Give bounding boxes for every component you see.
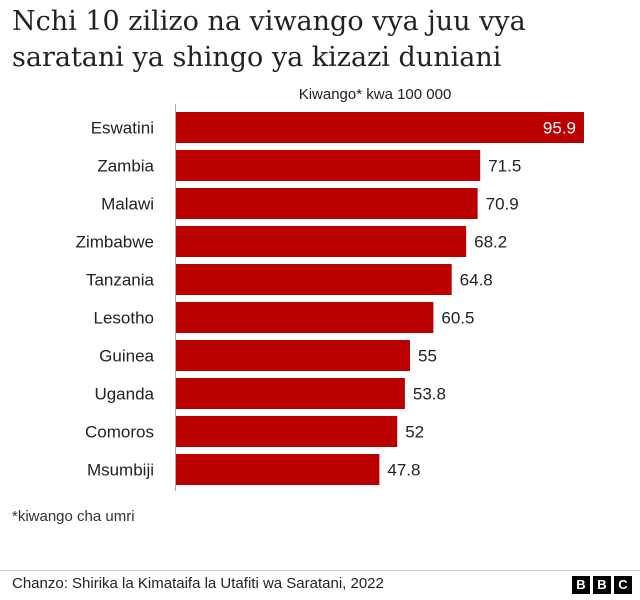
category-label: Comoros <box>85 423 154 442</box>
bbc-logo-c: C <box>614 576 632 594</box>
category-label: Eswatini <box>91 119 154 138</box>
bbc-logo-b2: B <box>593 576 611 594</box>
value-label: 64.8 <box>460 271 493 290</box>
category-label: Lesotho <box>94 309 155 328</box>
value-label: 60.5 <box>441 309 474 328</box>
footnote: *kiwango cha umri <box>12 508 135 525</box>
bbc-logo: B B C <box>572 576 632 594</box>
source-text: Chanzo: Shirika la Kimataifa la Utafiti … <box>12 575 384 592</box>
bar <box>176 302 434 333</box>
chart-subtitle: Kiwango* kwa 100 000 <box>298 86 452 103</box>
bar <box>176 378 405 409</box>
category-label: Zambia <box>97 157 154 176</box>
category-label: Guinea <box>99 347 154 366</box>
bar <box>176 150 481 181</box>
value-label: 68.2 <box>474 233 507 252</box>
category-label: Zimbabwe <box>76 233 154 252</box>
bar <box>176 112 584 143</box>
bar <box>176 454 380 485</box>
category-label: Tanzania <box>86 271 155 290</box>
category-label: Malawi <box>101 195 154 214</box>
value-label: 71.5 <box>488 157 521 176</box>
bbc-logo-b1: B <box>572 576 590 594</box>
value-label: 70.9 <box>486 195 519 214</box>
bar-chart: Eswatini 95.9 Zambia 71.5 Malawi 70.9 Zimbabwe… <box>76 104 584 491</box>
category-label: Uganda <box>94 385 154 404</box>
category-label: Msumbiji <box>87 461 154 480</box>
divider <box>0 570 640 571</box>
bar <box>176 188 478 219</box>
value-label: 52 <box>405 423 424 442</box>
bar <box>176 264 452 295</box>
chart-title: Nchi 10 zilizo na viwango vya juu vya sa… <box>12 6 526 73</box>
bar <box>176 226 467 257</box>
value-label: 53.8 <box>413 385 446 404</box>
bar <box>176 340 410 371</box>
bar <box>176 416 398 447</box>
value-label: 95.9 <box>543 119 576 138</box>
value-label: 47.8 <box>387 461 420 480</box>
value-label: 55 <box>418 347 437 366</box>
